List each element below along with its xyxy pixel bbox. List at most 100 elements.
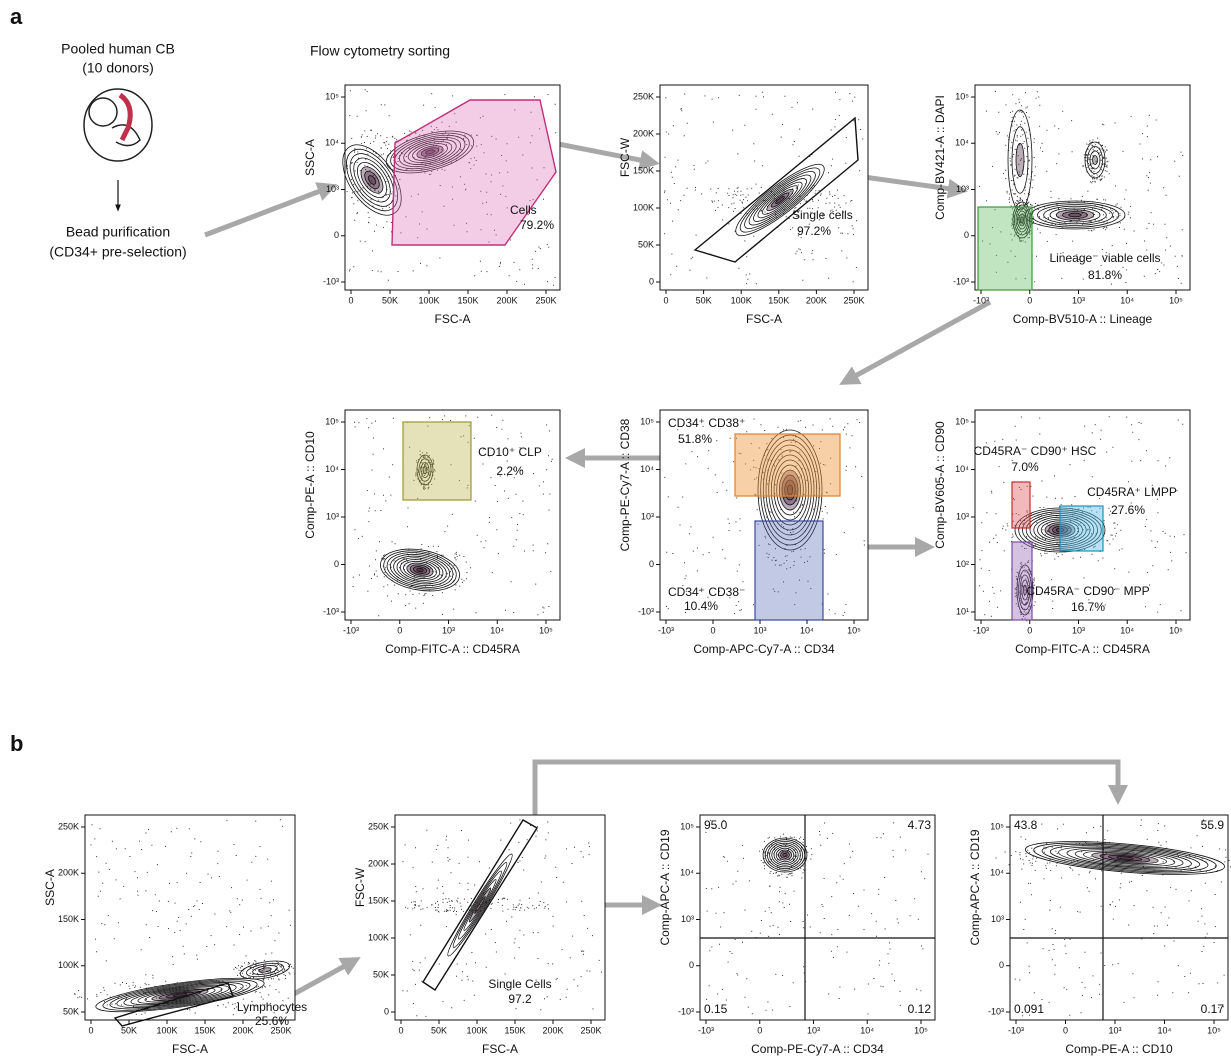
- y-tick-label: 10²: [956, 559, 969, 569]
- x-tick-label: 250K: [270, 1025, 291, 1035]
- y-tick-label: 10³: [326, 184, 339, 194]
- x-tick-label: 10⁴: [800, 625, 814, 635]
- y-tick-label: 150K: [633, 165, 654, 175]
- y-tick-label: -10³: [323, 276, 339, 286]
- x-axis-label: Comp-FITC-A :: CD45RA: [385, 642, 520, 656]
- x-axis-label: Comp-PE-A :: CD10: [1065, 1042, 1173, 1056]
- y-tick-label: 10⁵: [325, 91, 339, 101]
- x-tick-label: 50K: [696, 295, 712, 305]
- y-tick-label: 10⁴: [955, 138, 969, 148]
- y-tick-label: -10³: [953, 276, 969, 286]
- x-tick-label: 0: [710, 625, 715, 635]
- x-tick-label: 10³: [442, 625, 455, 635]
- figure: a b Pooled human CB (10 donors) Bead pur…: [0, 0, 1231, 1059]
- x-tick-label: 10⁵: [847, 625, 861, 635]
- x-tick-label: 10⁵: [539, 625, 553, 635]
- x-tick-label: 10⁴: [1120, 625, 1134, 635]
- x-tick-label: 50K: [431, 1025, 447, 1035]
- x-tick-label: -10³: [1008, 1025, 1024, 1035]
- section-title: Flow cytometry sorting: [310, 43, 450, 59]
- source-title: Pooled human CB: [61, 41, 175, 57]
- y-axis-label: Comp-APC-A :: CD19: [968, 829, 982, 945]
- plot-frame: [85, 815, 295, 1020]
- y-tick-label: 150K: [58, 914, 79, 924]
- x-tick-label: -10³: [343, 625, 359, 635]
- x-tick-label: 10⁵: [1169, 295, 1183, 305]
- gate: [755, 521, 823, 620]
- gate-name: CD45RA⁻ CD90⁻ MPP: [1026, 584, 1149, 598]
- x-axis-label: Comp-APC-Cy7-A :: CD34: [693, 642, 835, 656]
- plot: Lineage⁻ viable cells 81.8% -10³ 0 10³ 10⁴ 10⁵…: [933, 85, 1190, 326]
- quadrant-value: 0.091: [1014, 1002, 1044, 1016]
- arrow: [205, 188, 328, 235]
- x-tick-label: 0: [1027, 625, 1032, 635]
- y-tick-label: 100K: [58, 960, 79, 970]
- step: Bead purification: [66, 224, 170, 240]
- gate-name: Single cells: [792, 208, 853, 222]
- arrow: [292, 962, 352, 995]
- y-tick-label: 150K: [368, 895, 389, 905]
- gate-value: 27.6%: [1111, 503, 1145, 517]
- x-tick-label: 100K: [466, 1025, 487, 1035]
- y-tick-label: 10⁵: [990, 821, 1004, 831]
- y-tick-label: 10³: [641, 511, 654, 521]
- y-tick-label: 0: [334, 559, 339, 569]
- y-tick-label: 50K: [638, 239, 654, 249]
- y-tick-label: 100K: [368, 932, 389, 942]
- plot: CD45RA⁻ CD90⁺ HSC7.0%CD45RA⁺ LMPP27.6%CD…: [933, 410, 1190, 656]
- panel-label: a: [10, 4, 23, 29]
- x-tick-label: -10³: [973, 295, 989, 305]
- x-tick-label: 0: [88, 1025, 93, 1035]
- x-tick-label: -10³: [658, 625, 674, 635]
- y-axis-label: Comp-APC-A :: CD19: [658, 829, 672, 945]
- quadrant-value: 55.9: [1201, 818, 1225, 832]
- y-axis-label: Comp-BV605-A :: CD90: [933, 421, 947, 549]
- y-axis-label: Comp-PE-Cy7-A :: CD38: [618, 418, 632, 551]
- plot: CD34⁺ CD38⁺51.8%CD34⁺ CD38⁻10.4%-10³010³…: [618, 410, 868, 656]
- y-tick-label: -10³: [988, 1006, 1004, 1016]
- x-tick-label: 100K: [156, 1025, 177, 1035]
- gate-name: Single Cells: [488, 977, 551, 991]
- contour: [1069, 213, 1082, 217]
- y-tick-label: 50K: [373, 969, 389, 979]
- plot: CD10⁺ CLP2.2%-10³010³10⁴10⁵-10³010³10⁴10…: [303, 410, 560, 656]
- x-tick-label: 10³: [1072, 295, 1085, 305]
- x-tick-label: 10⁴: [860, 1025, 874, 1035]
- y-tick-label: 10³: [326, 511, 339, 521]
- y-tick-label: -10³: [638, 606, 654, 616]
- y-tick-label: 0: [334, 230, 339, 240]
- y-tick-label: 10⁴: [325, 138, 339, 148]
- x-tick-label: 200K: [806, 295, 827, 305]
- y-tick-label: -10³: [678, 1006, 694, 1016]
- gate-value: 81.8%: [1088, 268, 1122, 282]
- x-tick-label: 150K: [457, 295, 478, 305]
- x-tick-label: 10⁵: [1169, 625, 1183, 635]
- y-tick-label: 0: [689, 960, 694, 970]
- y-tick-label: 0: [999, 960, 1004, 970]
- gate-name: CD10⁺ CLP: [478, 445, 542, 459]
- step-note: (CD34+ pre-selection): [49, 244, 186, 260]
- x-tick-label: 50K: [382, 295, 398, 305]
- y-axis-label: Comp-BV421-A :: DAPI: [933, 95, 947, 220]
- arrow: [548, 142, 650, 162]
- y-tick-label: 250K: [633, 91, 654, 101]
- gate-value: 7.0%: [1011, 460, 1039, 474]
- y-axis-label: Comp-PE-A :: CD10: [303, 431, 317, 539]
- x-tick-label: 0: [757, 1025, 762, 1035]
- y-tick-label: 10⁴: [680, 868, 694, 878]
- source-subtitle: (10 donors): [82, 60, 154, 76]
- x-axis-label: FSC-A: [172, 1042, 208, 1056]
- contour: [1016, 143, 1024, 176]
- y-tick-label: 0: [964, 230, 969, 240]
- x-tick-label: 200K: [232, 1025, 253, 1035]
- gate-name: Lineage⁻ viable cells: [1049, 251, 1160, 265]
- quadrant-value: 43.8: [1014, 818, 1038, 832]
- x-tick-label: 10³: [1072, 625, 1085, 635]
- quadrant-value: 95.0: [704, 818, 728, 832]
- gate-value: 16.7%: [1071, 600, 1105, 614]
- x-tick-label: 10³: [807, 1025, 820, 1035]
- x-tick-label: 0: [397, 625, 402, 635]
- x-tick-label: -10³: [973, 625, 989, 635]
